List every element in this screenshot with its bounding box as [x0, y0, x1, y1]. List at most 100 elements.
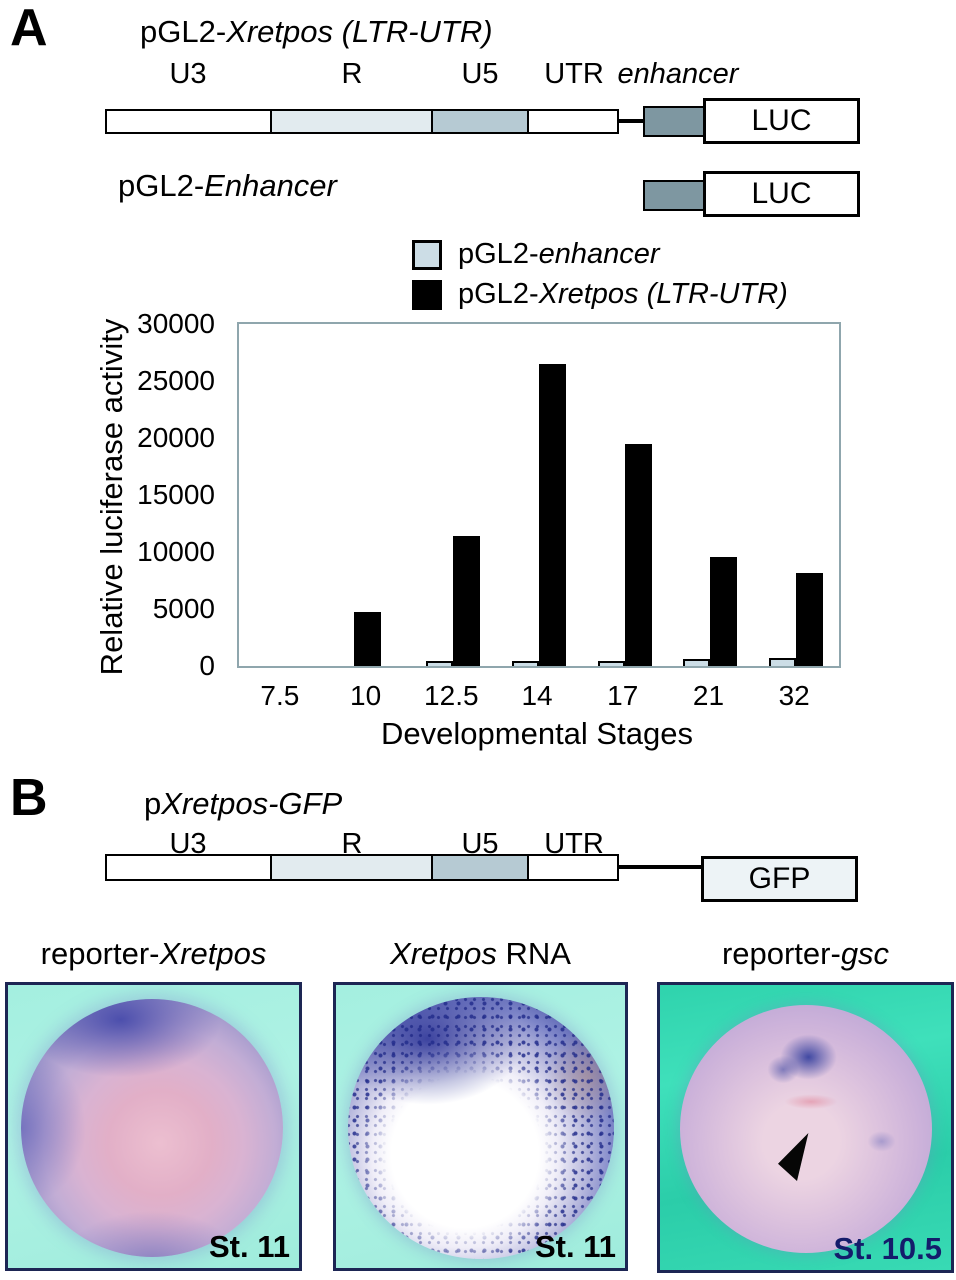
- y-tick-label-30000: 30000: [137, 308, 215, 339]
- r-segment-box: [270, 109, 433, 134]
- image1-title: reporter-Xretpos: [5, 936, 302, 972]
- bar-group-stage-7.5: [239, 324, 325, 666]
- bar-enhancer-stage-21: [683, 659, 711, 666]
- legend-label-enhancer: pGL2-enhancer: [458, 238, 660, 271]
- x-tick-label-12.5: 12.5: [424, 680, 479, 711]
- image1-title-prefix: reporter-: [40, 936, 160, 971]
- image2-title: Xretpos RNA: [333, 936, 628, 972]
- legend-swatch-xretpos: [412, 279, 442, 310]
- x-tick-label-17: 17: [607, 680, 639, 711]
- enhancer-box-2: [643, 180, 705, 211]
- utr-segment-box: [527, 109, 619, 134]
- enhancer-box-1: [643, 106, 705, 137]
- legend-item-xretpos: pGL2-Xretpos (LTR-UTR): [412, 278, 788, 311]
- embryo-photo-reporter-xretpos: St. 11: [5, 982, 302, 1271]
- y-tick-label-20000: 20000: [137, 422, 215, 453]
- connector-line-gfp: [617, 865, 703, 869]
- bar-group-stage-17: [582, 324, 668, 666]
- x-tick-label-32: 32: [778, 680, 810, 711]
- luc-box-2: LUC: [703, 171, 860, 217]
- luc-box-1: LUC: [703, 98, 860, 144]
- segment-label-u5: U5: [461, 58, 499, 90]
- bar-group-stage-12.5: [410, 324, 496, 666]
- bar-chart-plot: [237, 322, 841, 668]
- b-u5-segment-box: [431, 854, 529, 881]
- x-axis-title: Developmental Stages: [381, 716, 693, 751]
- legend-label-xretpos-italic: Xretpos (LTR-UTR): [538, 278, 788, 310]
- panel-b-letter: B: [10, 769, 48, 827]
- construct2-title: pGL2-Enhancer: [118, 168, 337, 204]
- y-tick-label-15000: 15000: [137, 479, 215, 510]
- y-axis-ticks: 0 5000 10000 15000 20000 25000 30000: [120, 310, 225, 680]
- embryo1-image: [21, 999, 283, 1257]
- bar-xretpos-stage-17: [624, 444, 652, 666]
- gfp-box: GFP: [701, 856, 858, 902]
- segment-label-enhancer: enhancer: [617, 58, 739, 90]
- image3-title-prefix: reporter-: [721, 936, 841, 971]
- legend-swatch-enhancer: [412, 239, 442, 270]
- y-tick-label-0: 0: [199, 650, 215, 681]
- bar-xretpos-stage-12.5: [453, 536, 481, 666]
- u3-segment-box: [105, 109, 272, 134]
- chart-legend: pGL2-enhancer pGL2-Xretpos (LTR-UTR): [412, 238, 788, 311]
- bar-enhancer-stage-12.5: [426, 661, 454, 666]
- luc-label-2: LUC: [751, 177, 812, 210]
- segment-label-r: R: [341, 58, 363, 90]
- bar-group-stage-21: [668, 324, 754, 666]
- construct1-title: pGL2-Xretpos (LTR-UTR): [140, 14, 493, 50]
- b-utr-segment-box: [527, 854, 619, 881]
- construct2-title-prefix: pGL2-: [118, 168, 205, 203]
- luc-label-1: LUC: [751, 104, 812, 137]
- bar-xretpos-stage-32: [796, 573, 824, 666]
- image1-stage-label: St. 11: [209, 1229, 290, 1264]
- bar-group-stage-14: [496, 324, 582, 666]
- image2-stage-label: St. 11: [535, 1229, 616, 1264]
- x-axis-ticks: 7.5 10 12.5 14 17 21 32: [237, 680, 837, 712]
- construct1-title-prefix: pGL2-: [140, 14, 227, 49]
- b-r-segment-box: [270, 854, 433, 881]
- segment-label-u3: U3: [169, 58, 207, 90]
- connector-line-1: [617, 119, 645, 123]
- legend-label-enhancer-prefix: pGL2-: [458, 238, 539, 270]
- bar-enhancer-stage-17: [597, 661, 625, 666]
- y-tick-label-10000: 10000: [137, 536, 215, 567]
- construct3-title-prefix: p: [144, 786, 162, 821]
- segment-label-utr: UTR: [544, 58, 604, 90]
- y-tick-label-5000: 5000: [152, 593, 215, 624]
- embryo3-image: [680, 1005, 932, 1253]
- bar-xretpos-stage-10: [354, 612, 382, 666]
- image3-stage-label: St. 10.5: [833, 1231, 942, 1266]
- legend-label-enhancer-italic: enhancer: [538, 238, 660, 270]
- embryo-photo-xretpos-rna: St. 11: [333, 982, 628, 1271]
- image3-title: reporter-gsc: [657, 936, 954, 972]
- legend-label-xretpos: pGL2-Xretpos (LTR-UTR): [458, 278, 788, 311]
- bar-xretpos-stage-21: [710, 557, 738, 666]
- x-tick-label-21: 21: [692, 680, 725, 711]
- construct3-title-italic: Xretpos-GFP: [161, 786, 343, 821]
- image3-title-italic: gsc: [840, 936, 890, 971]
- bar-group-stage-32: [753, 324, 839, 666]
- gfp-label: GFP: [748, 862, 811, 895]
- y-tick-label-25000: 25000: [137, 365, 215, 396]
- x-tick-label-10: 10: [350, 680, 382, 711]
- b-segment-label-r: R: [341, 828, 363, 860]
- b-u3-segment-box: [105, 854, 272, 881]
- image2-title-italic: Xretpos: [390, 936, 497, 971]
- x-tick-label-7.5: 7.5: [260, 680, 300, 711]
- legend-label-xretpos-prefix: pGL2-: [458, 278, 539, 310]
- bar-enhancer-stage-32: [769, 658, 797, 666]
- image1-title-italic: Xretpos: [159, 936, 267, 971]
- construct2-title-italic: Enhancer: [204, 168, 337, 203]
- bar-xretpos-stage-14: [539, 364, 567, 666]
- construct3-title: pXretpos-GFP: [144, 786, 342, 822]
- embryo2-speckle-staining: [348, 997, 614, 1259]
- x-tick-label-14: 14: [521, 680, 553, 711]
- u5-segment-box: [431, 109, 529, 134]
- legend-item-enhancer: pGL2-enhancer: [412, 238, 788, 271]
- construct1-title-italic: Xretpos (LTR-UTR): [226, 14, 493, 49]
- bar-enhancer-stage-14: [512, 661, 540, 666]
- embryo-photo-reporter-gsc: St. 10.5: [657, 982, 954, 1273]
- image2-title-suffix: RNA: [496, 936, 571, 971]
- bar-group-stage-10: [325, 324, 411, 666]
